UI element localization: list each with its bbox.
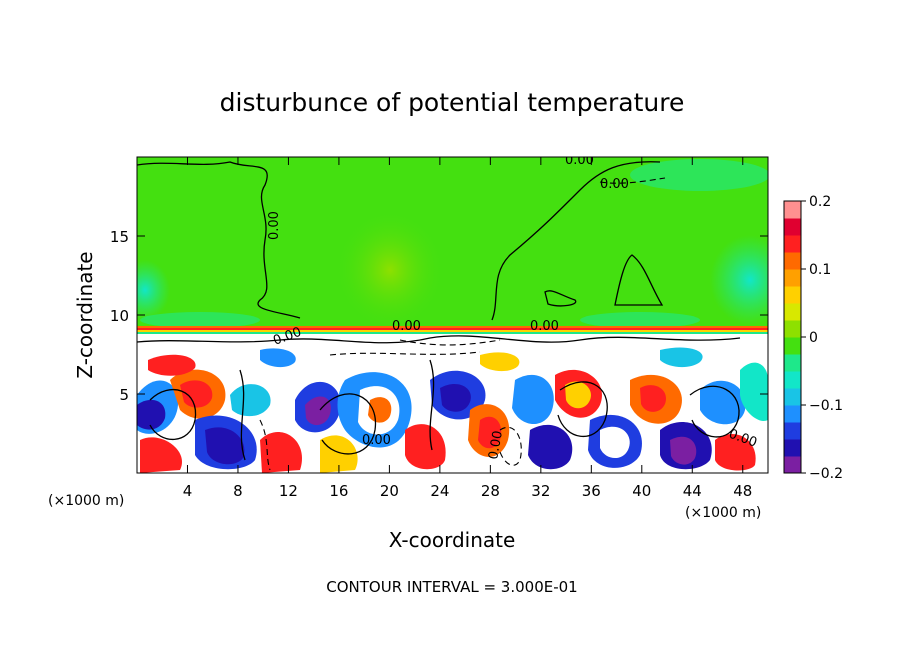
contour-interval-text: CONTOUR INTERVAL = 3.000E-01 xyxy=(326,578,577,596)
colorbar-segment xyxy=(784,269,801,287)
x-tick-label: 48 xyxy=(733,482,752,500)
contour-label: 0.00 xyxy=(565,153,594,168)
contour-label: 0.00 xyxy=(362,433,391,448)
colorbar-tick-label: −0.1 xyxy=(809,398,843,414)
colorbar-ticks: 0.2 0.1 0 −0.1 −0.2 xyxy=(801,194,843,482)
y-tick-label: 15 xyxy=(110,228,129,246)
x-tick-label: 28 xyxy=(481,482,500,500)
colorbar-tick-label: 0.2 xyxy=(809,194,831,210)
x-unit-label-right: (×1000 m) xyxy=(685,505,761,521)
x-tick-label: 24 xyxy=(430,482,449,500)
x-tick-label: 20 xyxy=(380,482,399,500)
y-axis: 5 10 15 xyxy=(110,228,768,404)
colorbar-segment xyxy=(784,201,801,219)
x-tick-label: 12 xyxy=(279,482,298,500)
colorbar-segment xyxy=(784,354,801,372)
colorbar-segment xyxy=(784,286,801,304)
x-tick-label: 4 xyxy=(183,482,193,500)
x-tick-label: 40 xyxy=(632,482,651,500)
contour-label: 0.00 xyxy=(530,319,559,334)
colorbar-segment xyxy=(784,303,801,321)
colorbar-segment xyxy=(784,456,801,474)
x-unit-label-left: (×1000 m) xyxy=(48,493,124,509)
colorbar-segment xyxy=(784,218,801,236)
colorbar-segment xyxy=(784,320,801,338)
convective-layer xyxy=(137,347,768,473)
colorbar-segment xyxy=(784,439,801,457)
colorbar-segment xyxy=(784,337,801,355)
colorbar-segment xyxy=(784,371,801,389)
colorbar-tick-label: 0.1 xyxy=(809,262,831,278)
x-tick-label: 16 xyxy=(329,482,348,500)
colorbar-segment xyxy=(784,252,801,270)
colorbar-segment xyxy=(784,388,801,406)
x-axis: 4 8 12 16 20 24 28 32 36 40 44 48 xyxy=(183,157,752,500)
contour-label: 0.00 xyxy=(600,177,629,192)
x-tick-label: 36 xyxy=(582,482,601,500)
colorbar-tick-label: 0 xyxy=(809,330,818,346)
colorbar-tick-label: −0.2 xyxy=(809,466,843,482)
contour-label: 0.00 xyxy=(392,319,421,334)
x-tick-label: 8 xyxy=(233,482,243,500)
colorbar xyxy=(784,201,801,474)
contour-label: 0.00 xyxy=(267,211,282,240)
y-tick-label: 5 xyxy=(119,386,129,404)
x-tick-label: 32 xyxy=(531,482,550,500)
negative-contours xyxy=(259,177,666,471)
chart-title: disturbunce of potential temperature xyxy=(220,88,685,117)
contour-lines xyxy=(137,161,741,461)
colorbar-segment xyxy=(784,422,801,440)
colorbar-segment xyxy=(784,235,801,253)
y-tick-label: 10 xyxy=(110,307,129,325)
x-tick-label: 44 xyxy=(683,482,702,500)
y-axis-label: Z-coordinate xyxy=(73,251,97,378)
x-axis-label: X-coordinate xyxy=(389,528,516,552)
heatmap-field: 0.00 0.00 0.00 0.00 0.00 0.00 0.00 0.00 … xyxy=(137,153,768,473)
contour-label: 0.00 xyxy=(486,430,506,461)
colorbar-segment xyxy=(784,405,801,423)
